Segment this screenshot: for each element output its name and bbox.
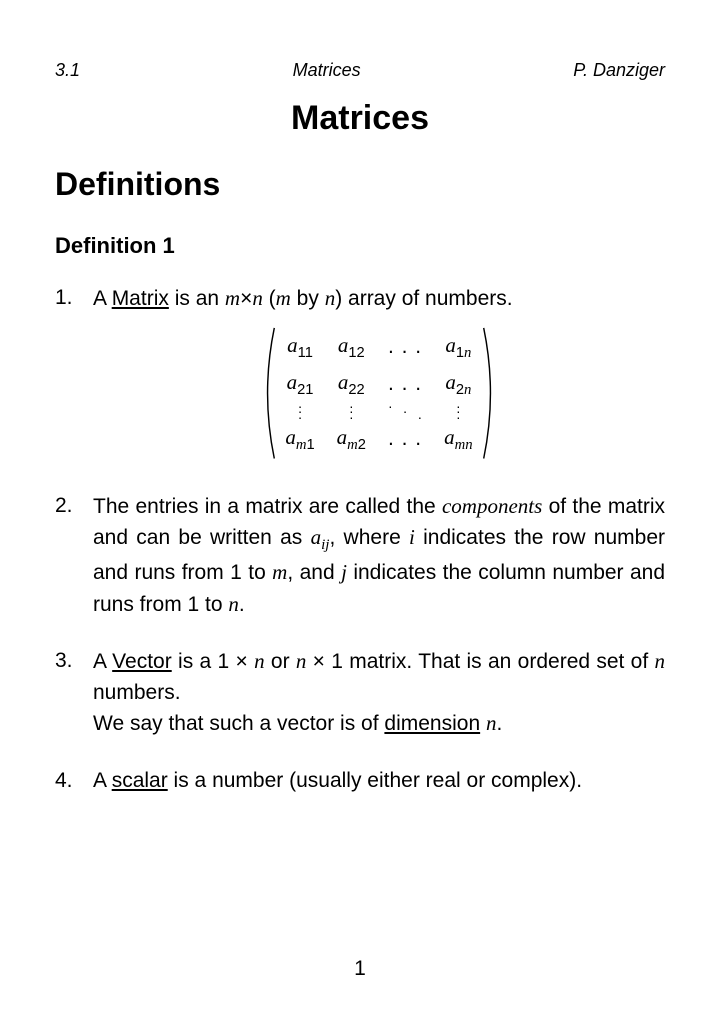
math-m: m <box>276 286 291 310</box>
definition-list: 1. A Matrix is an m×n (m by n) array of … <box>55 283 665 796</box>
text: , where <box>329 526 409 549</box>
page-number: 1 <box>0 957 720 981</box>
math-n: n <box>486 711 497 735</box>
matrix-dots: . . . <box>388 424 422 454</box>
text: or <box>265 650 296 673</box>
document-title: Matrices <box>55 99 665 138</box>
text: ( <box>263 287 276 310</box>
matrix-vdots: ··· <box>337 404 366 421</box>
text: . <box>239 593 245 616</box>
item-body: A Vector is a 1 × n or n × 1 matrix. Tha… <box>93 646 665 739</box>
text: A <box>93 650 112 673</box>
math-n: n <box>228 592 239 616</box>
math-n: n <box>252 286 263 310</box>
matrix-cell: a22 <box>337 367 366 402</box>
matrix-ddots: ··· <box>388 404 422 421</box>
list-item: 4. A scalar is a number (usually either … <box>55 766 665 796</box>
text: The entries in a matrix are called the <box>93 495 442 518</box>
right-paren-icon <box>481 326 499 460</box>
matrix-cell: a21 <box>285 367 314 402</box>
header-title: Matrices <box>80 60 573 81</box>
math-n: n <box>254 649 265 673</box>
matrix-cell: a12 <box>337 330 366 365</box>
section-heading: Definitions <box>55 166 665 203</box>
times-symbol: × <box>306 650 331 673</box>
item-number: 1. <box>55 283 93 465</box>
term-components: components <box>442 494 542 518</box>
text: ) array of numbers. <box>335 287 512 310</box>
page-header: 3.1 Matrices P. Danziger <box>55 60 665 81</box>
header-author: P. Danziger <box>573 60 665 81</box>
text: numbers. <box>93 681 181 704</box>
item-body: The entries in a matrix are called the c… <box>93 491 665 620</box>
term-vector: Vector <box>112 650 172 673</box>
matrix-cell: am1 <box>285 422 314 457</box>
math-a: a <box>311 525 322 549</box>
math-m: m <box>272 560 287 584</box>
text: is a number (usually either real or comp… <box>168 769 582 792</box>
matrix-vdots: ··· <box>285 404 314 421</box>
item-body: A scalar is a number (usually either rea… <box>93 766 665 796</box>
text: by <box>291 287 325 310</box>
math-n: n <box>296 649 307 673</box>
matrix-cell: a1n <box>444 330 472 365</box>
matrix-cell: a2n <box>444 367 472 402</box>
matrix-cell: amn <box>444 422 472 457</box>
term-dimension: dimension <box>384 712 480 735</box>
text: . <box>496 712 502 735</box>
item-number: 4. <box>55 766 93 796</box>
page: 3.1 Matrices P. Danziger Matrices Defini… <box>0 0 720 1019</box>
text: A <box>93 769 112 792</box>
term-scalar: scalar <box>112 769 168 792</box>
text: is a 1 <box>172 650 229 673</box>
item-number: 2. <box>55 491 93 620</box>
text: We say that such a vector is of <box>93 712 384 735</box>
list-item: 3. A Vector is a 1 × n or n × 1 matrix. … <box>55 646 665 739</box>
math-n: n <box>325 286 336 310</box>
list-item: 2. The entries in a matrix are called th… <box>55 491 665 620</box>
list-item: 1. A Matrix is an m×n (m by n) array of … <box>55 283 665 465</box>
matrix-vdots: ··· <box>444 404 472 421</box>
text: , and <box>287 561 341 584</box>
left-paren-icon <box>259 326 277 460</box>
matrix-dots: . . . <box>388 332 422 362</box>
term-matrix: Matrix <box>112 287 169 310</box>
times-symbol: × <box>229 650 254 673</box>
text: is an <box>169 287 225 310</box>
item-body: A Matrix is an m×n (m by n) array of num… <box>93 283 665 465</box>
item-number: 3. <box>55 646 93 739</box>
math-m: m <box>225 286 240 310</box>
matrix-grid: a11 a12 . . . a1n a21 a22 . . . a2n ··· … <box>277 326 480 460</box>
matrix-display: a11 a12 . . . a1n a21 a22 . . . a2n ··· … <box>93 326 665 460</box>
times-symbol: × <box>240 287 252 310</box>
definition-heading: Definition 1 <box>55 233 665 259</box>
matrix-cell: am2 <box>337 422 366 457</box>
matrix-cell: a11 <box>285 330 314 365</box>
text: 1 matrix. That is an ordered set of <box>331 650 654 673</box>
math-n: n <box>655 649 666 673</box>
matrix-dots: . . . <box>388 369 422 399</box>
header-section: 3.1 <box>55 60 80 81</box>
text: A <box>93 287 112 310</box>
